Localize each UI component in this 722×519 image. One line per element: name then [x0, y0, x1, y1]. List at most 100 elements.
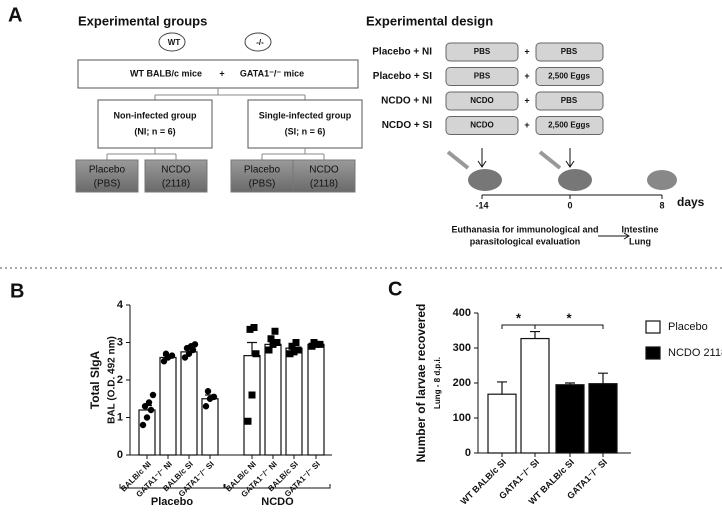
bar: [555, 384, 585, 454]
y-tick-label: 200: [453, 377, 471, 389]
data-point: [316, 340, 324, 348]
data-point: [290, 348, 298, 356]
significance-bracket: [501, 324, 604, 329]
error-bar: [497, 381, 507, 395]
mouse-icon: [647, 170, 677, 190]
data-point: [162, 350, 170, 357]
data-point: [288, 342, 296, 350]
section-title: Experimental design: [366, 13, 493, 28]
treatment-box: [75, 159, 139, 193]
data-point: [252, 350, 260, 358]
data-point: [204, 388, 212, 395]
design-step: NCDO: [470, 121, 494, 130]
data-point: [244, 417, 252, 425]
y-tick-label: 400: [453, 307, 471, 319]
data-point: [246, 325, 254, 333]
group-name: Non-infected group: [114, 110, 197, 120]
bar: [243, 355, 261, 456]
bar: [285, 347, 303, 456]
euthanasia: parasitological evaluation: [470, 236, 581, 246]
legend-label: NCDO 2118: [668, 347, 722, 359]
data-point: [143, 414, 151, 421]
legend-swatch: [645, 320, 661, 334]
group-n: (SI; n = 6): [285, 126, 326, 136]
y-tick-label: 300: [453, 342, 471, 354]
design-step: PBS: [561, 47, 578, 56]
data-point: [265, 346, 273, 354]
y-tick-label: 100: [453, 412, 471, 424]
bar: [520, 337, 550, 454]
mouse-icon: [158, 32, 186, 52]
mouse-label: -/-: [256, 38, 264, 47]
plus: +: [524, 120, 529, 130]
panel-a: A Experimental groups WT -/- WT BALB/c m…: [8, 4, 705, 246]
design-label: Placebo + NI: [372, 47, 432, 58]
y-tick-label: 3: [117, 336, 123, 348]
data-point: [294, 346, 302, 354]
significance: *: [566, 310, 572, 325]
design-box: [535, 91, 604, 111]
design-step: PBS: [474, 72, 491, 81]
data-point: [271, 327, 279, 335]
panel-label: A: [8, 4, 22, 26]
design-label: NCDO + NI: [381, 96, 432, 107]
y-tick-label: 1: [117, 411, 123, 423]
treatment: (PBS): [94, 179, 121, 190]
day: 0: [567, 200, 572, 210]
mouse-icon: [244, 32, 272, 52]
group-name: Single-infected group: [259, 110, 352, 120]
panel-label: B: [10, 280, 24, 302]
section-title: Experimental groups: [78, 13, 207, 28]
y-tick-label: 0: [465, 447, 471, 459]
design-box: [535, 42, 604, 62]
mouse-label: WT: [168, 38, 181, 47]
y-axis-title: Total SIgA: [88, 350, 102, 409]
treatment: NCDO: [161, 165, 191, 176]
data-point: [160, 358, 168, 365]
treatment-box: [144, 159, 208, 193]
plus: +: [524, 71, 529, 81]
y-tick-label: 4: [117, 299, 124, 311]
day: 8: [659, 200, 664, 210]
data-point: [210, 393, 218, 401]
bar: [588, 383, 618, 454]
data-point: [202, 403, 210, 410]
plus: +: [524, 46, 529, 56]
error-bar: [530, 330, 540, 339]
group-bracket: [119, 484, 225, 489]
legend-swatch: [645, 346, 661, 360]
syringe: [538, 150, 562, 170]
data-point: [145, 399, 153, 406]
connector: [154, 88, 306, 100]
y-axis-title: Number of larvae recovered: [414, 304, 428, 463]
error-bar: [247, 341, 257, 356]
data-point: [267, 335, 275, 343]
treatment-box: [292, 159, 356, 193]
y-axis-subtitle: Lung - 8 d.p.i.: [433, 357, 442, 409]
treatment: (PBS): [249, 179, 276, 190]
bar: [307, 343, 325, 456]
y-axis-subtitle: BAL (O.D. 492 nm): [107, 336, 118, 424]
data-point: [269, 340, 277, 348]
data-point: [248, 391, 256, 399]
design-step: PBS: [474, 47, 491, 56]
arrow: [598, 232, 630, 240]
data-point: [273, 339, 281, 346]
design-label: NCDO + SI: [382, 120, 433, 131]
panel-label: C: [388, 278, 402, 300]
data-point: [286, 350, 294, 358]
legend-label: Placebo: [668, 321, 708, 333]
data-point: [147, 406, 155, 414]
organ: Lung: [629, 236, 651, 246]
days-unit: days: [677, 195, 705, 209]
treatment: Placebo: [89, 165, 126, 176]
design-box: [445, 67, 519, 86]
treatment: NCDO: [309, 165, 339, 176]
data-point: [191, 341, 199, 348]
arrow: [477, 148, 575, 168]
x-tick-label: WT BALB/c SI: [459, 457, 508, 506]
design-step: 2,500 Eggs: [548, 121, 590, 130]
design-step: 2,500 Eggs: [548, 72, 590, 81]
group-bracket: [224, 484, 331, 489]
